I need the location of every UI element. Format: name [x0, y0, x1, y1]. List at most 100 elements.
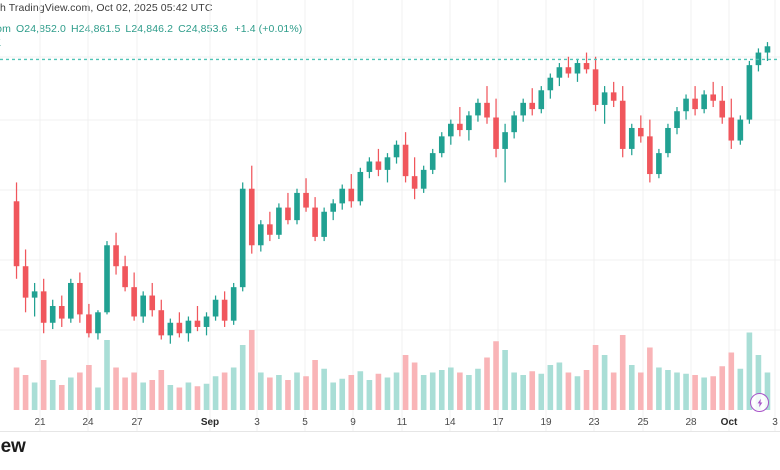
candle-body	[619, 100, 626, 149]
volume-bar	[493, 341, 499, 410]
candle-body	[674, 111, 680, 128]
volume-bar	[529, 371, 536, 410]
candle-body	[384, 157, 391, 170]
volume-bar	[212, 376, 219, 410]
candle-body	[556, 67, 563, 78]
volume-bar	[411, 362, 418, 410]
x-tick-label: 3	[254, 417, 260, 428]
candle-body	[131, 287, 137, 317]
candle-body	[457, 123, 463, 131]
volume-bar	[583, 370, 590, 410]
volume-bar	[565, 372, 572, 410]
candle-body	[167, 322, 174, 336]
candle-body	[49, 306, 56, 323]
x-tick-label: 5	[302, 417, 308, 428]
volume-bar	[420, 375, 427, 410]
candle-body	[710, 94, 716, 101]
volume-bar	[230, 367, 237, 410]
volume-bar	[755, 355, 762, 410]
volume-bar	[592, 345, 599, 410]
candle-body	[330, 203, 336, 212]
candle-body	[366, 161, 373, 172]
candle-body	[719, 100, 726, 118]
volume-bar	[303, 376, 309, 410]
candle-body	[40, 291, 47, 323]
volume-bar	[203, 383, 210, 410]
candle-body	[701, 94, 707, 110]
volume-bar	[429, 372, 436, 410]
ohlc-low-value: 24,846.2	[131, 23, 174, 35]
ohlc-change: +1.4 (+0.01%)	[234, 23, 303, 35]
volume-bar	[122, 377, 128, 410]
x-tick-label: 9	[350, 417, 356, 428]
volume-bars	[13, 330, 771, 410]
ohlc-low-label: L	[125, 23, 132, 35]
candle-body	[248, 188, 255, 246]
candle-body	[438, 136, 445, 154]
candle-body	[402, 144, 409, 177]
volume-bar	[58, 385, 65, 410]
candle-body	[656, 153, 662, 175]
volume-bar	[393, 372, 400, 410]
candle-body	[140, 295, 146, 317]
volume-bar	[312, 360, 318, 410]
volume-bar	[601, 355, 608, 410]
volume-bar	[113, 367, 119, 410]
volume-bar	[384, 377, 391, 410]
volume-bar	[167, 385, 174, 410]
x-tick-label: 27	[131, 417, 143, 428]
volume-bar	[710, 376, 716, 410]
candle-body	[321, 211, 327, 237]
volume-bar	[457, 372, 463, 410]
ohlc-high-label: H	[70, 23, 79, 35]
volume-bar	[294, 372, 300, 410]
volume-bar	[638, 372, 644, 410]
volume-bar	[511, 372, 517, 410]
volume-bar	[466, 375, 472, 410]
candle-body	[529, 102, 536, 110]
symbol-label: K	[0, 37, 1, 49]
candle-body	[86, 314, 92, 334]
candle-body	[258, 224, 264, 246]
ohlc-high-value: 24,861.5	[78, 23, 121, 35]
candle-body	[221, 299, 228, 321]
volume-bar	[556, 362, 563, 410]
candle-body	[58, 306, 65, 319]
volume-bar	[375, 373, 382, 410]
volume-bar	[86, 365, 92, 410]
candle-body	[475, 102, 481, 116]
candle-body	[692, 98, 698, 110]
volume-bar	[267, 377, 273, 410]
volume-bar	[285, 380, 291, 410]
volume-bar	[656, 367, 662, 410]
candle-body	[746, 65, 753, 120]
candle-body	[647, 136, 653, 175]
ohlc-close-label: C	[178, 23, 186, 35]
candle-body	[68, 282, 74, 319]
volume-bar	[438, 370, 445, 410]
volume-bar	[448, 367, 454, 410]
volume-bar	[22, 375, 29, 410]
volume-bar	[683, 373, 689, 410]
volume-bar	[321, 368, 327, 410]
candle-body	[493, 117, 499, 149]
ohlc-open-label: O	[15, 23, 25, 35]
candle-body	[194, 320, 201, 327]
candle-body	[502, 132, 508, 149]
volume-bar	[176, 387, 183, 410]
lightning-bolt-icon[interactable]	[750, 393, 769, 412]
volume-bar	[402, 355, 409, 410]
volume-bar	[330, 382, 336, 410]
ohlc-open: O24,852.0	[16, 23, 66, 35]
candle-body	[230, 287, 237, 321]
candle-body	[77, 282, 83, 315]
volume-bar	[276, 375, 282, 410]
volume-bar	[185, 382, 192, 410]
candle-body	[448, 123, 454, 137]
x-tick-label: 28	[685, 417, 697, 428]
grid-lines	[0, 0, 780, 431]
x-tick-label: 24	[82, 417, 94, 428]
volume-bar	[248, 330, 255, 410]
volume-bar	[158, 370, 165, 410]
